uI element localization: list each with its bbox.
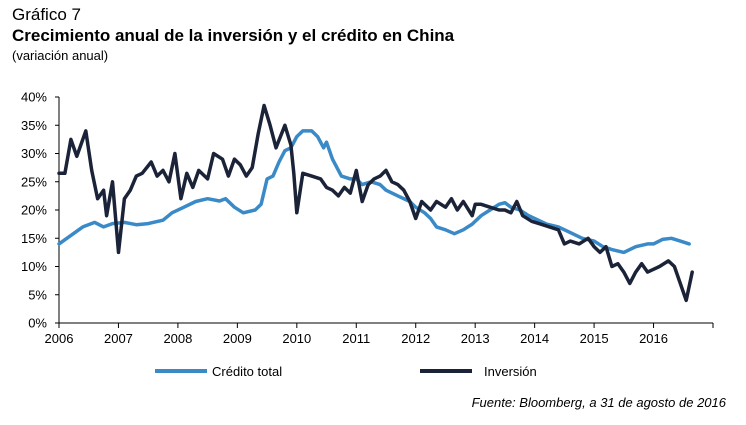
chart-subtitle: (variación anual) bbox=[12, 48, 109, 63]
legend: Crédito total Inversión bbox=[155, 364, 537, 379]
y-tick-label: 20% bbox=[21, 203, 47, 218]
y-tick-label: 25% bbox=[21, 174, 47, 189]
x-tick-label: 2011 bbox=[342, 331, 370, 346]
x-tick-label: 2013 bbox=[461, 331, 490, 346]
x-tick-label: 2016 bbox=[639, 331, 668, 346]
x-tick-label: 2010 bbox=[282, 331, 311, 346]
x-tick-label: 2007 bbox=[104, 331, 133, 346]
y-tick-label: 10% bbox=[21, 259, 47, 274]
y-axis: 0% 5% 10% 15% 20% 25% 30% 35% 40% bbox=[21, 90, 60, 331]
x-axis: 2006 2007 2008 2009 2010 2011 2012 2013 2014 2015… bbox=[45, 322, 714, 346]
series-line-inversion bbox=[57, 103, 694, 303]
y-tick-label: 40% bbox=[21, 90, 47, 105]
x-tick-label: 2014 bbox=[520, 331, 549, 346]
x-tick-label: 2006 bbox=[45, 331, 74, 346]
chart-number: Gráfico 7 bbox=[12, 5, 81, 24]
series-layer bbox=[57, 103, 694, 303]
legend-label-inversion: Inversión bbox=[484, 364, 537, 379]
legend-label-credito-total: Crédito total bbox=[212, 364, 282, 379]
chart-title: Crecimiento anual de la inversión y el c… bbox=[12, 26, 455, 45]
chart-header: Gráfico 7 Crecimiento anual de la invers… bbox=[12, 5, 454, 64]
x-tick-label: 2008 bbox=[163, 331, 192, 346]
y-tick-label: 5% bbox=[28, 287, 47, 302]
series-line-credito-total bbox=[57, 129, 691, 255]
x-tick-label: 2015 bbox=[580, 331, 609, 346]
y-tick-label: 30% bbox=[21, 146, 47, 161]
y-tick-label: 35% bbox=[21, 118, 47, 133]
y-tick-label: 15% bbox=[21, 231, 47, 246]
y-tick-label: 0% bbox=[28, 316, 47, 331]
x-tick-label: 2009 bbox=[223, 331, 252, 346]
source-note: Fuente: Bloomberg, a 31 de agosto de 201… bbox=[471, 395, 726, 410]
x-tick-label: 2012 bbox=[401, 331, 430, 346]
